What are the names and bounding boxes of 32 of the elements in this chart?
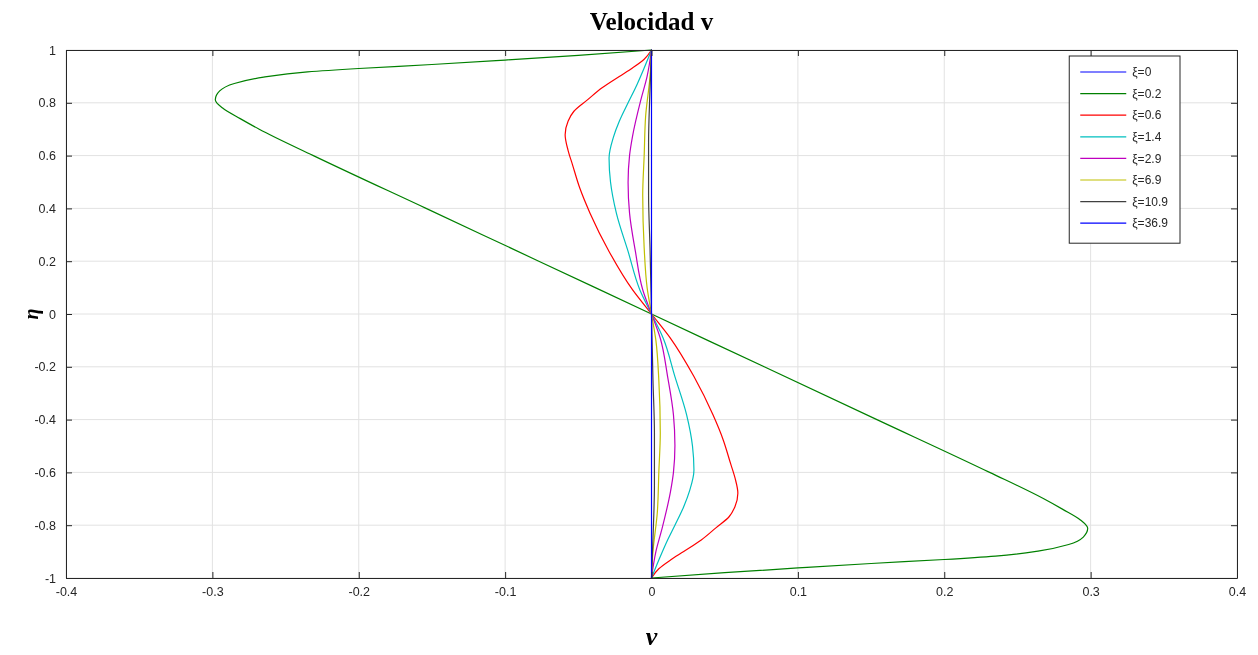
legend-label: ξ=2.9 [1132, 151, 1162, 166]
legend-label: ξ=0.2 [1132, 86, 1162, 101]
chart-title: Velocidad v [589, 8, 714, 35]
x-tick-label: 0.4 [1228, 584, 1247, 599]
legend-label: ξ=36.9 [1132, 216, 1169, 231]
x-tick-label: -0.1 [494, 584, 517, 599]
y-tick-label: 0 [49, 307, 57, 322]
y-axis-title: η [20, 308, 43, 320]
legend-label: ξ=0.6 [1132, 108, 1162, 123]
y-tick-label: -0.8 [34, 518, 57, 533]
x-axis-title: v [645, 622, 658, 651]
x-tick-label: 0.3 [1082, 584, 1100, 599]
y-tick-label: -0.2 [34, 360, 57, 375]
x-tick-label: 0 [648, 584, 656, 599]
y-tick-label: 0.8 [38, 96, 57, 111]
legend-label: ξ=0 [1132, 65, 1152, 80]
y-tick-label: -1 [44, 571, 57, 586]
line-series [214, 49, 1089, 579]
y-tick-label: -0.6 [34, 465, 57, 480]
legend-label: ξ=1.4 [1132, 130, 1162, 144]
line-series [564, 49, 739, 579]
y-tick-label: -0.4 [34, 413, 57, 428]
legend-label: ξ=10.9 [1132, 194, 1169, 209]
x-tick-label: -0.2 [348, 584, 371, 599]
x-tick-label: 0.1 [789, 584, 808, 599]
legend-label: ξ=6.9 [1132, 173, 1162, 188]
y-tick-label: 0.4 [38, 201, 57, 216]
x-tick-label: 0.2 [936, 584, 954, 599]
y-tick-label: 1 [49, 43, 57, 58]
x-tick-label: -0.3 [202, 584, 224, 599]
y-tick-label: 0.6 [38, 149, 57, 164]
y-tick-label: 0.2 [38, 254, 57, 269]
